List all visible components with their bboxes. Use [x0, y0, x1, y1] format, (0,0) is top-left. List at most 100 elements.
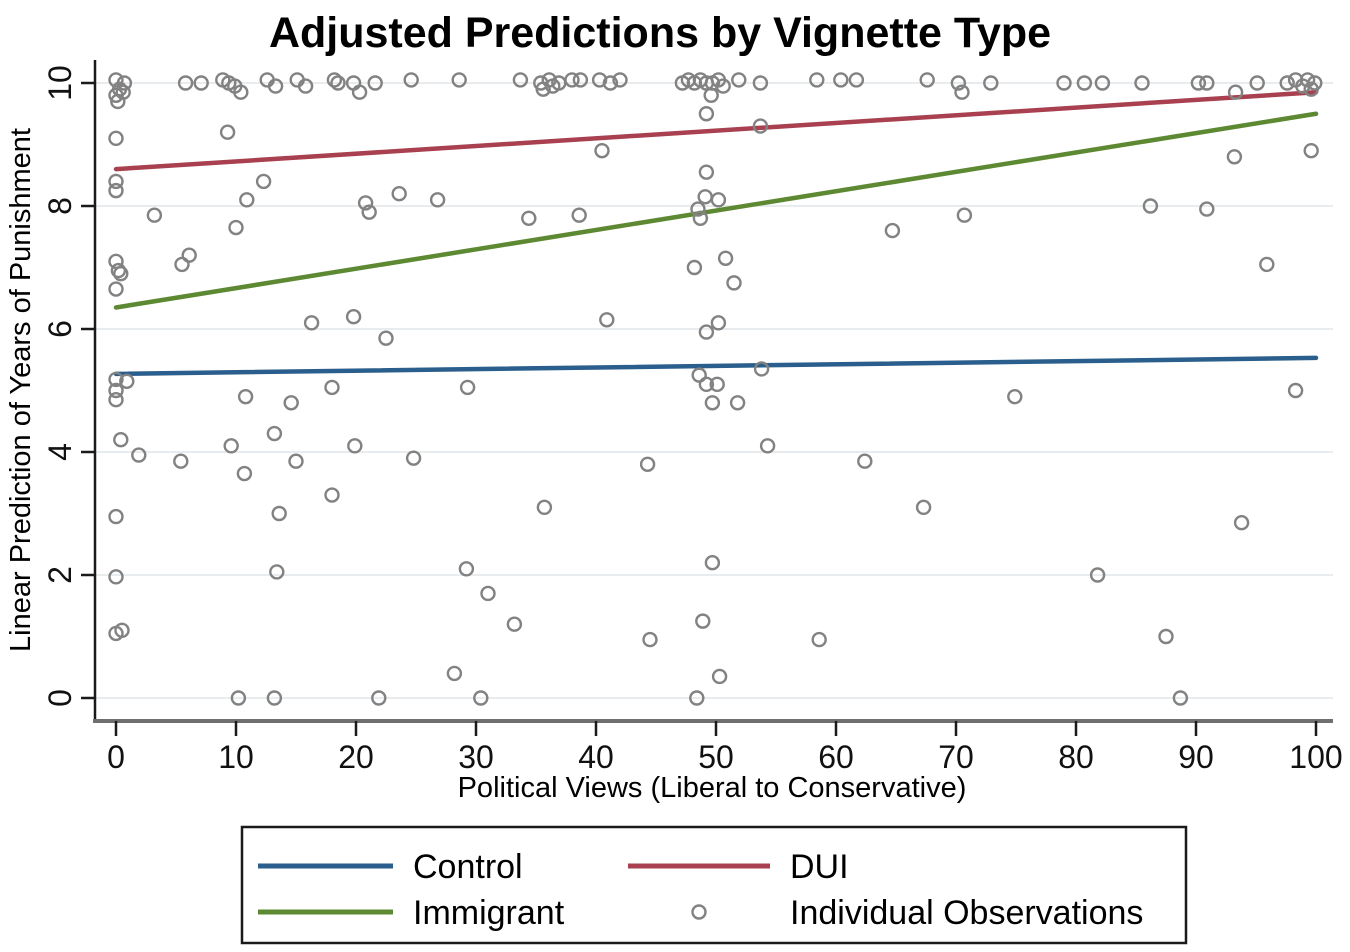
scatter-point [698, 324, 715, 340]
scatter-point [108, 72, 124, 88]
scatter-point [361, 204, 377, 220]
scatter-point [1076, 75, 1093, 91]
scatter-point [108, 182, 124, 199]
scatter-point [599, 312, 615, 328]
x-tick-label-80: 80 [1058, 739, 1094, 775]
scatter-point [1299, 72, 1316, 88]
scatter-point [347, 438, 363, 454]
scatter-point [255, 173, 272, 190]
scatter-point [371, 690, 387, 706]
scatter-point [709, 376, 725, 393]
scatter-point [1279, 75, 1295, 91]
scatter-point [108, 371, 124, 388]
scatter-point [108, 173, 124, 190]
scatter-point [726, 275, 742, 291]
scatter-point [114, 622, 130, 639]
scatter-point [108, 281, 124, 297]
scatter-point [594, 142, 610, 159]
legend-box [240, 825, 1188, 945]
scatter-point [689, 690, 705, 706]
scatter-point [956, 207, 973, 223]
scatter-point [710, 315, 727, 331]
scatter-point [110, 262, 127, 279]
scatter-point [177, 75, 194, 91]
y-tick-label-2: 2 [42, 566, 78, 584]
scatter-point [237, 388, 254, 405]
scatter-point [330, 75, 346, 91]
scatter-point [1007, 388, 1023, 405]
scatter-point [459, 379, 476, 396]
scatter-point [698, 106, 715, 122]
x-tick-label-20: 20 [338, 739, 374, 775]
x-tick-label-0: 0 [107, 739, 125, 775]
legend-label-dui: DUI [790, 848, 849, 886]
scatter-point [809, 72, 825, 88]
scatter-point [446, 665, 463, 682]
y-tick-label-10: 10 [42, 65, 78, 101]
x-tick-label-100: 100 [1289, 739, 1342, 775]
scatter-point [642, 631, 658, 648]
scatter-point [266, 425, 283, 442]
scatter-point [848, 72, 865, 88]
scatter-point [378, 330, 394, 346]
scatter-point [711, 668, 728, 685]
scatter-point [267, 78, 284, 94]
legend-marker-individual-observations [691, 904, 707, 920]
scatter-point [193, 75, 209, 91]
scatter-point [1158, 628, 1174, 645]
scatter-point [113, 265, 129, 282]
scatter-point [1199, 75, 1215, 91]
scatter-point [717, 250, 734, 266]
scatter-point [703, 87, 719, 104]
scatter-point [110, 93, 126, 110]
scatter-point [1056, 75, 1072, 91]
scatter-point [480, 585, 496, 602]
trend-line-control [113, 355, 1319, 377]
scatter-point [458, 561, 475, 577]
scatter-point [283, 395, 299, 411]
x-tick-label-10: 10 [218, 739, 254, 775]
scatter-point [351, 84, 368, 100]
scatter-point [367, 75, 383, 91]
scatter-point [391, 185, 407, 202]
scatter-point [1233, 515, 1250, 531]
scatter-point [1226, 149, 1243, 165]
scatter-point [591, 72, 608, 88]
scatter-point [571, 207, 587, 223]
scatter-point [403, 72, 419, 88]
scatter-point [131, 447, 147, 463]
scatter-point [113, 432, 129, 448]
scatter-point [108, 382, 124, 399]
scatter-point [983, 75, 999, 91]
scatter-point [451, 72, 467, 88]
scatter-point [857, 453, 873, 469]
x-tick-label-50: 50 [698, 739, 734, 775]
scatter-point [108, 87, 124, 104]
scatter-point [233, 84, 249, 100]
scatter-point [1172, 690, 1189, 706]
scatter-point [108, 569, 124, 585]
scatter-point [1094, 75, 1111, 91]
scatter-point [612, 72, 628, 88]
scatter-point [146, 207, 163, 223]
scatter-point [324, 487, 340, 503]
scatter-point [521, 210, 537, 227]
scatter-point [1089, 567, 1106, 583]
scatter-point [266, 690, 283, 706]
scatter-point [698, 376, 715, 393]
legend-label-control: Control [413, 848, 523, 886]
series-layer [108, 72, 1323, 706]
scatter-point [915, 499, 932, 516]
y-tick-label-0: 0 [42, 689, 78, 707]
scatter-point [704, 395, 721, 411]
scatter-point [345, 309, 362, 325]
scatter-point [695, 613, 711, 629]
scatter-point [752, 118, 769, 134]
scatter-point [223, 438, 239, 454]
legend-layer: Control Immigrant DUI Individual Observatio… [240, 825, 1188, 945]
scatter-point [1303, 142, 1319, 159]
scatter-point [108, 253, 124, 270]
y-tick-label-6: 6 [42, 320, 78, 338]
scatter-point [271, 505, 287, 522]
